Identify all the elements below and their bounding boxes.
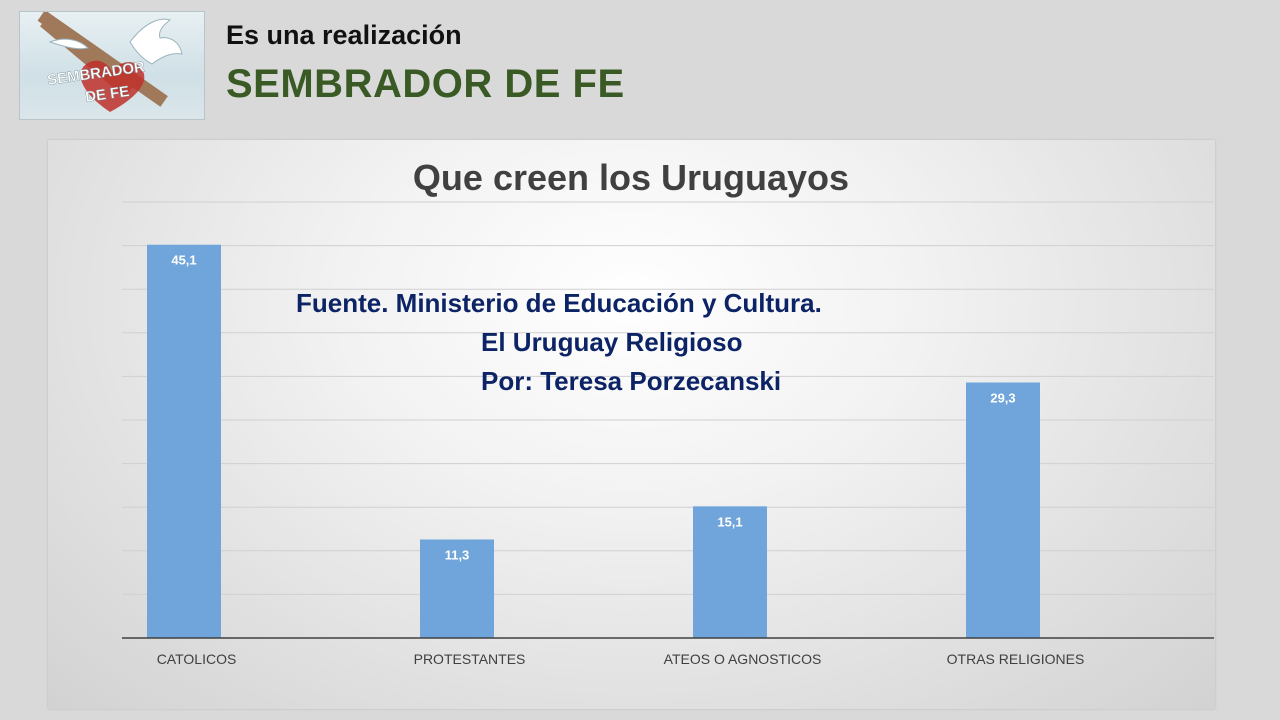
bar-ateos-o-agnosticos: [693, 506, 767, 638]
bar-value-label: 15,1: [717, 514, 742, 529]
bar-value-label: 29,3: [990, 391, 1015, 406]
bar-catolicos: [147, 244, 221, 638]
chart-title: Que creen los Uruguayos: [413, 157, 849, 198]
heart-icon: [80, 60, 145, 112]
source-note-line2: El Uruguay Religioso: [481, 327, 743, 357]
header-brand-title: SEMBRADOR DE FE: [226, 62, 625, 106]
chart-bars: 45,1 11,3 15,1 29,3: [147, 244, 1040, 638]
x-tick-label: ATEOS O AGNOSTICOS: [664, 651, 822, 667]
bar-protestantes: [420, 539, 494, 638]
chart-panel: Que creen los Uruguayos 45,1 11,3 15,1 29,3…: [48, 140, 1215, 709]
chart-gridlines: [122, 201, 1214, 595]
chart-x-axis: CATOLICOS PROTESTANTES ATEOS O AGNOSTICOS O…: [122, 637, 1214, 667]
header-subtitle: Es una realización: [226, 20, 462, 50]
x-tick-label: PROTESTANTES: [414, 651, 526, 667]
bar-otras-religiones: [966, 382, 1040, 638]
bar-value-label: 45,1: [171, 253, 196, 268]
x-tick-label: OTRAS RELIGIONES: [947, 651, 1085, 667]
source-note-line3: Por: Teresa Porzecanski: [481, 366, 782, 396]
source-note-line1: Fuente. Ministerio de Educación y Cultur…: [296, 288, 822, 318]
bar-chart: Que creen los Uruguayos 45,1 11,3 15,1 29,3…: [122, 157, 1214, 667]
logo-text-line2: DE FE: [84, 83, 130, 106]
sembrador-logo: SEMBRADOR DE FE: [19, 11, 205, 120]
logo-graphic: SEMBRADOR DE FE: [37, 12, 183, 112]
bar-value-label: 11,3: [445, 547, 470, 562]
x-tick-label: CATOLICOS: [157, 651, 237, 667]
dove-icon: [48, 18, 183, 65]
